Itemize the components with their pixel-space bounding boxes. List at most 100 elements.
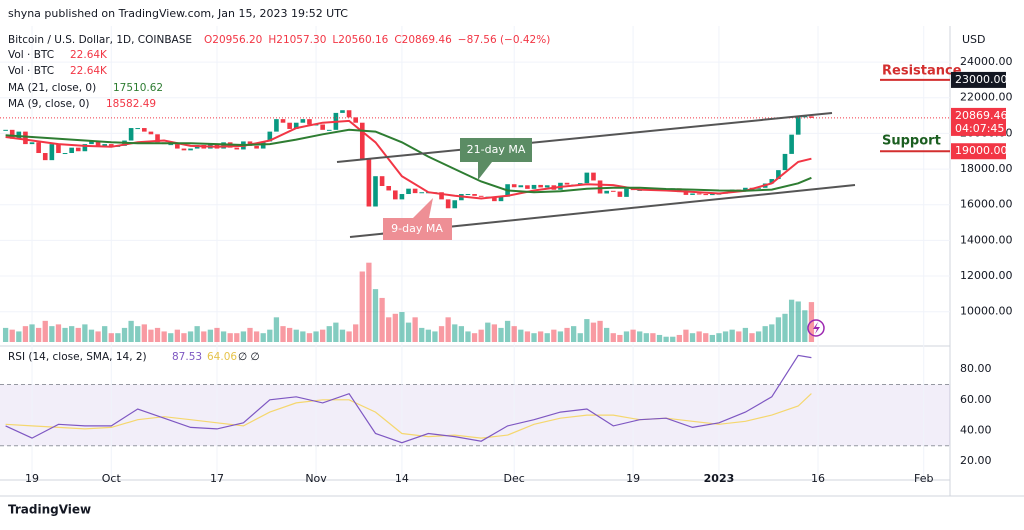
resistance-tag (951, 71, 1006, 88)
candle-body (3, 129, 8, 131)
volume-bar (511, 326, 517, 342)
rsi-tick-label: 40.00 (960, 423, 992, 436)
candle-body (346, 110, 352, 118)
volume-bar (749, 333, 755, 342)
volume-bar (491, 324, 498, 342)
volume-bar (729, 329, 735, 342)
candle-body (445, 199, 451, 209)
volume-bar (115, 333, 121, 342)
rsi-extra: ∅ ∅ (238, 351, 260, 363)
volume-bar (795, 301, 801, 342)
volume-bar (531, 333, 537, 342)
legend-value: 22.64K (70, 49, 108, 61)
countdown: 04:07:45 (955, 122, 1004, 135)
volume-bar (22, 326, 29, 342)
volume-bar (240, 331, 247, 342)
volume-bar (62, 327, 68, 342)
volume-bar (670, 336, 676, 342)
volume-bar (366, 262, 372, 342)
candle-body (584, 172, 590, 184)
candle-body (82, 144, 88, 152)
volume-bar (571, 326, 577, 342)
legend-value: 17510.62 (113, 82, 163, 94)
volume-bar (742, 327, 749, 342)
y-tick-label: 18000.00 (960, 162, 1013, 175)
legend-symbol: Bitcoin / U.S. Dollar, 1D, COINBASE (8, 34, 192, 46)
candle-body (544, 185, 550, 188)
candle-body (743, 187, 748, 190)
y-tick-label: 12000.00 (960, 269, 1013, 282)
support-label: Support (882, 134, 941, 149)
rsi-band (0, 384, 950, 446)
volume-bar (154, 327, 161, 342)
rsi-sma (5, 393, 812, 439)
volume-bar (709, 334, 715, 342)
candle-body (42, 153, 48, 161)
volume-bar (775, 317, 782, 342)
volume-bar (260, 333, 266, 342)
resistance-tag-text: 23000.00 (955, 73, 1008, 86)
candle-body (789, 134, 794, 154)
candle-body (56, 144, 61, 154)
volume-bar (769, 324, 775, 342)
trend-line (336, 112, 833, 163)
volume-bar (465, 331, 471, 342)
volume-bar (471, 333, 478, 342)
volume-bar (782, 313, 788, 342)
publisher: shyna published on TradingView.com, Jan … (8, 7, 348, 20)
legend-ohlc: L20560.16 (332, 34, 388, 46)
legend-line: MA (9, close, 0) (8, 98, 90, 110)
volume-bar (220, 331, 227, 342)
candle-body (293, 122, 299, 129)
volume-bar (379, 297, 385, 342)
candle-body (142, 128, 147, 132)
volume-bar (227, 333, 233, 342)
candle-body (419, 192, 425, 194)
volume-bar (445, 317, 451, 342)
volume-bar (425, 329, 431, 342)
volume-bar (141, 324, 147, 342)
volume-bar (504, 320, 511, 342)
volume-bar (313, 331, 319, 342)
x-tick-label: 2023 (704, 472, 735, 485)
volume-bar (802, 310, 808, 342)
legend-line: Vol · BTC (8, 65, 54, 77)
candle-body (300, 119, 306, 123)
volume-bar (544, 333, 550, 342)
volume-bar (438, 326, 445, 342)
annotation: 9-day MA (391, 222, 443, 235)
candle-body (518, 185, 524, 188)
rsi-tick-label: 60.00 (960, 393, 992, 406)
candle-body (168, 144, 174, 146)
y-tick-label: 16000.00 (960, 198, 1013, 211)
volume-bar (617, 334, 623, 342)
volume-bar (650, 333, 656, 342)
price-tag (951, 107, 1006, 136)
volume-bar (478, 329, 484, 342)
candle-body (498, 196, 504, 202)
volume-bar (498, 327, 504, 342)
volume-bar (590, 322, 597, 342)
volume-bar (689, 333, 696, 342)
brand: TradingView (8, 503, 91, 517)
legend-line: MA (21, close, 0) (8, 82, 96, 94)
volume-bar (630, 329, 636, 342)
alert-icon[interactable] (807, 319, 825, 337)
volume-bar (722, 331, 729, 342)
volume-bar (432, 331, 438, 342)
volume-bar (399, 312, 405, 342)
candle-body (597, 180, 603, 194)
volume-bar (392, 313, 398, 342)
plot (0, 26, 950, 480)
candle-body (307, 119, 312, 125)
volume-bar (643, 333, 649, 342)
volume-bar (16, 331, 22, 342)
candle-body (564, 182, 570, 185)
support-tag (951, 143, 1006, 160)
volume-bar (372, 289, 379, 342)
volume-bar (320, 329, 326, 342)
candle-body (175, 144, 180, 149)
volume-bar (69, 326, 75, 342)
volume-bar (35, 327, 42, 342)
volume-bar (267, 329, 273, 342)
